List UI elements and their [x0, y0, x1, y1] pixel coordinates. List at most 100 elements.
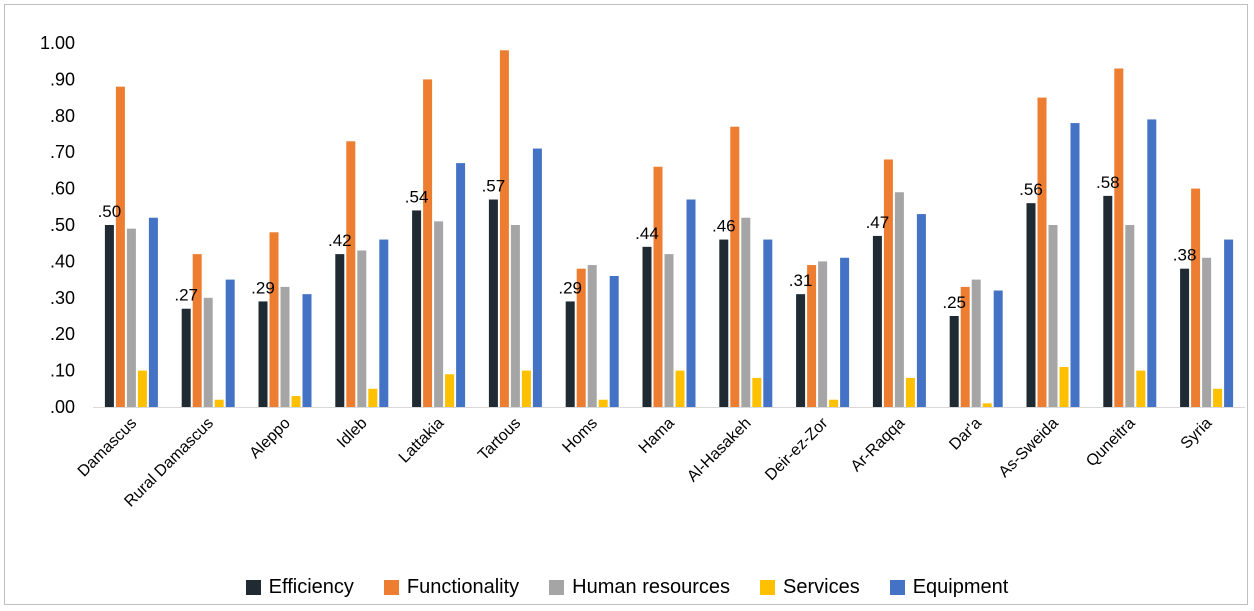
- category-label: As-Sweida: [996, 415, 1062, 481]
- bar: [796, 294, 806, 407]
- bar: [818, 261, 828, 407]
- category-label: Dar'a: [946, 415, 985, 454]
- bar: [1070, 123, 1080, 407]
- legend-label: Services: [783, 576, 860, 598]
- category-label: Homs: [559, 415, 601, 457]
- bar: [993, 290, 1003, 407]
- bar: [1059, 366, 1069, 407]
- data-label: .38: [1173, 246, 1197, 265]
- bar: [510, 225, 520, 407]
- legend-swatch: [245, 580, 261, 595]
- bar: [280, 286, 290, 407]
- data-label: .27: [174, 286, 198, 305]
- bar: [971, 279, 981, 407]
- bar: [894, 192, 904, 407]
- legend-label: Efficiency: [268, 576, 354, 598]
- data-label: .56: [1019, 180, 1043, 199]
- bar: [1191, 188, 1201, 407]
- data-label: .47: [866, 213, 890, 232]
- category-label: Damascus: [75, 415, 140, 480]
- legend-swatch: [383, 580, 399, 595]
- y-tick-label: .10: [50, 361, 75, 381]
- category-label: Syria: [1178, 415, 1216, 453]
- bar: [335, 254, 345, 407]
- bar: [357, 250, 367, 407]
- bar: [565, 301, 575, 407]
- bar: [423, 79, 433, 408]
- bar: [960, 286, 970, 407]
- bar: [137, 370, 147, 407]
- bar: [872, 235, 882, 407]
- category-label: Tartous: [475, 415, 524, 464]
- bar: [905, 377, 915, 407]
- category-label: Idleb: [334, 415, 371, 452]
- data-label: .31: [789, 271, 813, 290]
- legend-item: Human resources: [549, 576, 730, 599]
- legend-label: Equipment: [912, 576, 1009, 598]
- legend-swatch: [549, 580, 565, 595]
- bar: [434, 221, 444, 407]
- bar: [521, 370, 531, 407]
- legend-item: Equipment: [889, 576, 1009, 599]
- y-tick-label: .00: [50, 397, 75, 417]
- legend-item: Functionality: [383, 576, 520, 599]
- bar: [1147, 119, 1157, 407]
- legend-item: Efficiency: [245, 576, 354, 599]
- legend: Efficiency Functionality Human resources Se…: [0, 576, 1254, 599]
- bar: [368, 388, 378, 407]
- bar: [730, 126, 740, 407]
- bar: [653, 166, 663, 407]
- bar: [203, 297, 213, 407]
- bar: [1136, 370, 1146, 407]
- bar: [1037, 97, 1047, 407]
- bar: [576, 268, 586, 407]
- bar: [587, 265, 597, 407]
- category-label: Lattakia: [396, 415, 448, 467]
- bar: [104, 225, 114, 407]
- y-tick-label: .70: [50, 142, 75, 162]
- legend-label: Functionality: [406, 576, 520, 598]
- data-label: .54: [405, 187, 429, 206]
- data-label: .29: [251, 278, 275, 297]
- bar: [346, 141, 356, 407]
- y-axis: 1.00 .90 .80 .70 .60 .50 .40 .30 .20 .10 .00: [40, 33, 75, 417]
- bar: [752, 377, 762, 407]
- bar: [488, 199, 498, 407]
- bar: [1048, 225, 1058, 407]
- bar: [741, 217, 751, 407]
- bar: [883, 159, 893, 407]
- bar: [949, 316, 959, 407]
- category-label: Aleppo: [247, 415, 294, 462]
- bar: [664, 254, 674, 407]
- y-tick-label: .30: [50, 288, 75, 308]
- bar: [269, 232, 279, 407]
- bar: [840, 257, 850, 407]
- legend-swatch: [889, 580, 905, 595]
- bar: [456, 163, 466, 407]
- bar: [1180, 268, 1190, 407]
- y-tick-label: .90: [50, 69, 75, 89]
- category-label: Hama: [636, 415, 678, 457]
- bar: [1125, 225, 1135, 407]
- category-label: Deir-ez-Zor: [762, 414, 832, 484]
- data-label: .58: [1096, 173, 1120, 192]
- bar: [598, 399, 608, 407]
- bar: [1202, 257, 1212, 407]
- bar: [686, 199, 696, 407]
- bar: [192, 254, 202, 407]
- bar: [412, 210, 422, 407]
- bar: [916, 214, 926, 407]
- bar: [763, 239, 773, 407]
- bar: [115, 86, 125, 408]
- bar: [379, 239, 389, 407]
- bar: [445, 374, 455, 407]
- bar: [148, 217, 158, 407]
- data-label: .42: [328, 231, 352, 250]
- category-label: Quneitra: [1083, 415, 1138, 470]
- bar: [1224, 239, 1234, 407]
- data-label: .57: [482, 177, 506, 196]
- legend-label: Human resources: [572, 576, 731, 598]
- bar: [1213, 388, 1223, 407]
- category-label: Al-Hasakeh: [684, 415, 755, 486]
